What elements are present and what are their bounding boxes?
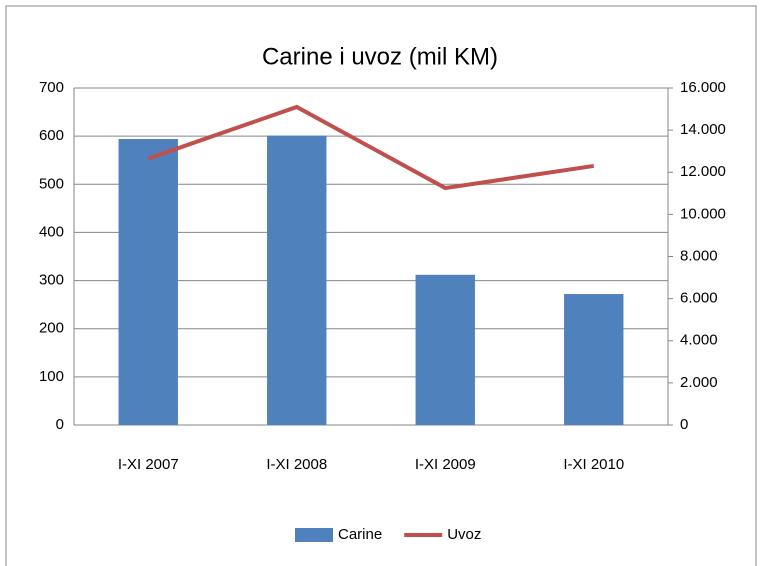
y2-tick-label: 8.000 [680, 247, 718, 264]
y2-tick-label: 16.000 [680, 79, 726, 96]
legend-label: Carine [338, 526, 382, 543]
line [147, 104, 595, 191]
y2-tick-label: 12.000 [680, 163, 726, 180]
y-tick-label: 300 [39, 272, 64, 289]
bar [415, 274, 475, 425]
bar [267, 135, 327, 425]
y-tick-label: 500 [39, 175, 64, 192]
legend-swatch [295, 528, 333, 542]
y2-tick-label: 2.000 [680, 374, 718, 391]
x-tick-label: I-XI 2008 [266, 456, 327, 473]
bar [118, 139, 178, 425]
x-tick-label: I-XI 2009 [415, 456, 476, 473]
y2-tick-label: 4.000 [680, 332, 718, 349]
y-tick-label: 400 [39, 223, 64, 240]
y2-tick-label: 10.000 [680, 205, 726, 222]
y2-tick-label: 14.000 [680, 121, 726, 138]
chart-title: Carine i uvoz (mil KM) [262, 43, 498, 70]
y-tick-label: 600 [39, 127, 64, 144]
x-tick-label: I-XI 2007 [118, 456, 179, 473]
legend-label: Uvoz [447, 526, 481, 543]
y2-tick-label: 0 [680, 416, 688, 433]
y-tick-label: 100 [39, 368, 64, 385]
y2-tick-label: 6.000 [680, 290, 718, 307]
bar [564, 294, 624, 425]
chart-frame [5, 5, 757, 566]
y-tick-label: 0 [56, 416, 64, 433]
y-tick-label: 700 [39, 79, 64, 96]
x-tick-label: I-XI 2010 [563, 456, 624, 473]
y-tick-label: 200 [39, 320, 64, 337]
